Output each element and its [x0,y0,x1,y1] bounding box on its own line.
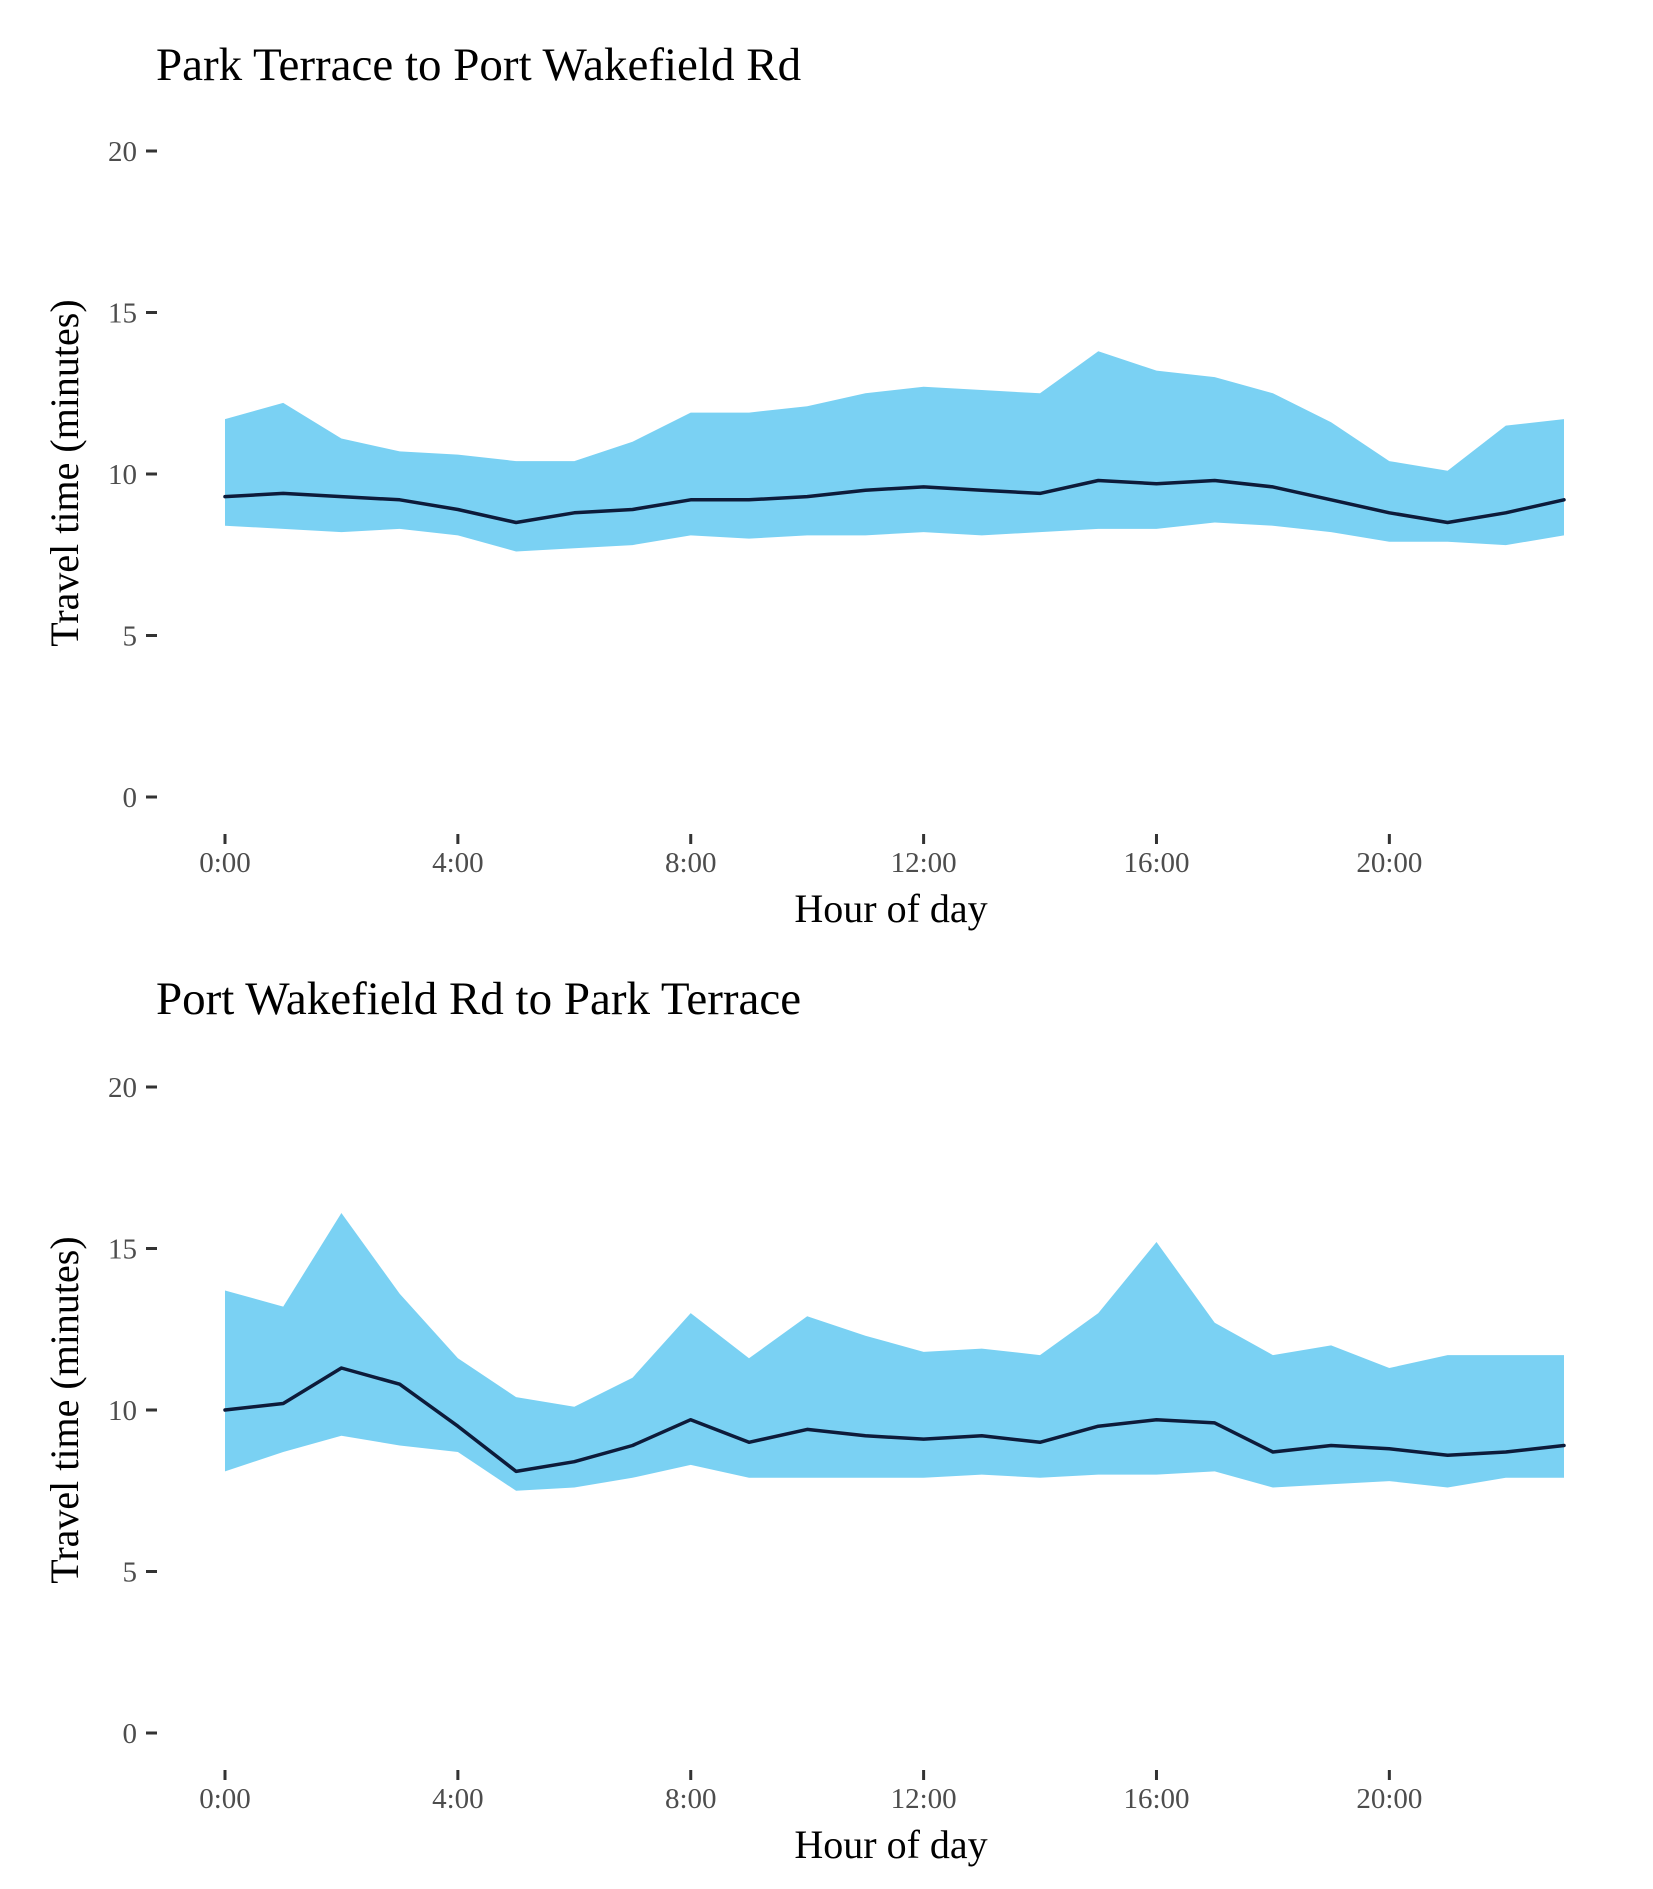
y-axis-title: Travel time (minutes) [42,1236,87,1583]
y-tick-label: 5 [123,1557,138,1589]
travel-time-band [225,1213,1564,1491]
x-tick-label: 20:00 [1356,1783,1422,1815]
band-layer [225,351,1564,552]
chart-panel-park-terrace-to-port-wakefield: Park Terrace to Port Wakefield Rd Travel… [42,39,1566,931]
x-axis-title: Hour of day [794,886,987,931]
travel-time-band [225,351,1564,552]
travel-time-line [223,1366,1566,1474]
x-tick-label: 12:00 [891,847,957,879]
y-axis: 0 5 10 15 20 [108,1072,157,1750]
x-tick-label: 4:00 [432,1783,484,1815]
x-tick-label: 20:00 [1356,847,1422,879]
y-tick-label: 0 [123,782,138,814]
x-tick-label: 16:00 [1123,847,1189,879]
y-axis: 0 5 10 15 20 [108,136,157,814]
chart-title: Park Terrace to Port Wakefield Rd [156,39,801,91]
x-tick-label: 0:00 [199,847,251,879]
x-axis-title: Hour of day [794,1822,987,1867]
chart-panel-port-wakefield-to-park-terrace: Port Wakefield Rd to Park Terrace Travel… [42,973,1566,1867]
y-tick-label: 0 [123,1718,138,1750]
x-tick-label: 0:00 [199,1783,251,1815]
y-tick-label: 5 [123,621,138,653]
y-tick-label: 15 [108,1234,137,1266]
chart-title: Port Wakefield Rd to Park Terrace [156,973,801,1025]
x-tick-label: 8:00 [665,847,717,879]
travel-time-line [223,478,1566,525]
y-tick-label: 15 [108,298,137,330]
y-tick-label: 20 [108,136,137,168]
x-tick-label: 4:00 [432,847,484,879]
x-axis: 0:00 4:00 8:00 12:00 16:00 20:00 [199,1770,1422,1815]
y-tick-label: 10 [108,1395,137,1427]
y-axis-title: Travel time (minutes) [42,299,87,646]
band-layer [225,1213,1564,1491]
line-layer [223,1366,1566,1474]
line-layer [223,478,1566,525]
x-tick-label: 12:00 [891,1783,957,1815]
x-axis: 0:00 4:00 8:00 12:00 16:00 20:00 [199,834,1422,879]
x-tick-label: 8:00 [665,1783,717,1815]
x-tick-label: 16:00 [1123,1783,1189,1815]
y-tick-label: 10 [108,459,137,491]
y-tick-label: 20 [108,1072,137,1104]
